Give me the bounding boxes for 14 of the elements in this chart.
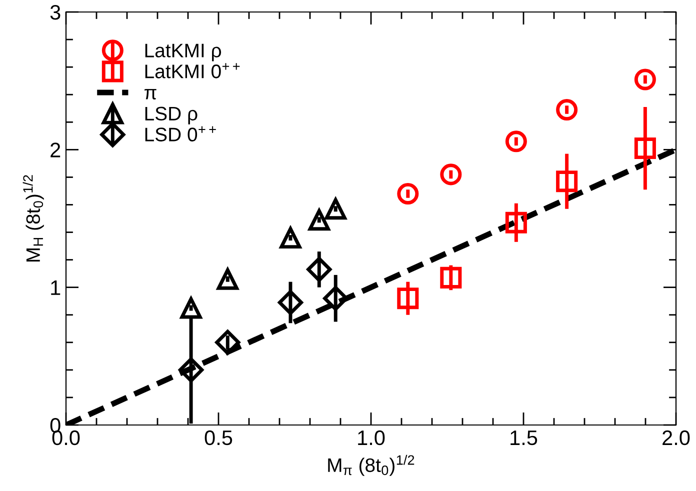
legend-label: LSD ρ: [145, 106, 198, 124]
x-tick-label: 1.5: [510, 430, 538, 446]
x-tick-label: 0.5: [204, 430, 232, 446]
x-tick-label: 1.0: [358, 430, 385, 446]
legend-label: LSD 0$^{++}$: [145, 126, 216, 142]
legend-label: LatKMI ρ: [145, 44, 222, 62]
legend-label: LatKMI 0$^{++}$: [145, 63, 240, 78]
x-tick-label: 2.0: [662, 430, 690, 446]
legend-label: π: [144, 89, 156, 100]
x-axis-title: M$_{π}$ (8t$_{0}$)$^{1/2}$: [328, 454, 414, 476]
y-axis-title: M$_{H}$ (8t$_{0}$)$^{1/2}$: [22, 175, 44, 262]
y-tick-label: 2: [50, 142, 60, 158]
y-tick-label: 3: [50, 5, 60, 20]
y-tick-label: 1: [51, 280, 60, 295]
